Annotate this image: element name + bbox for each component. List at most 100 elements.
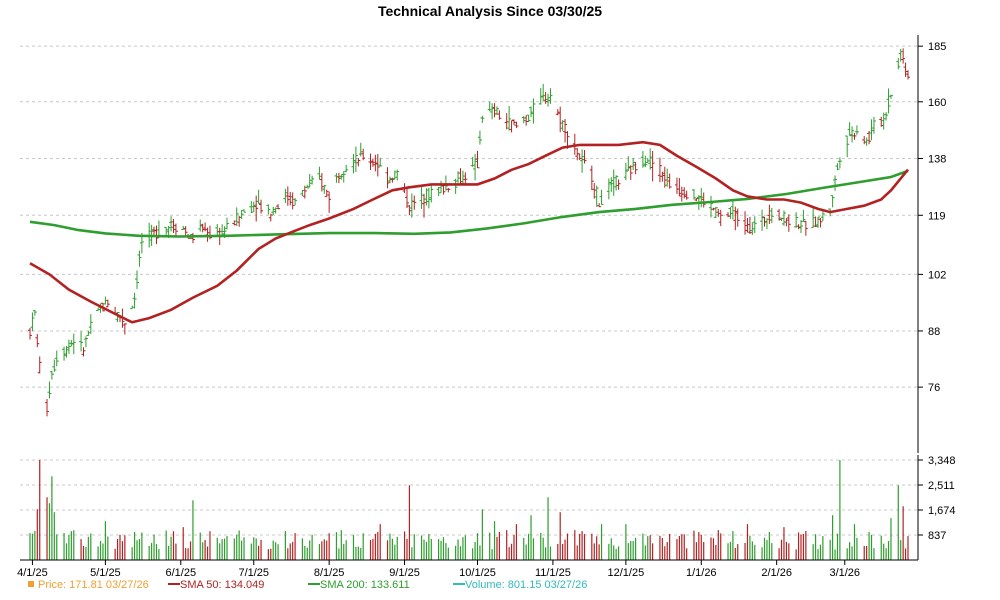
price-bar (436, 186, 441, 197)
price-bar (726, 212, 731, 218)
price-bar (45, 398, 50, 417)
price-bar (439, 180, 444, 194)
price-bar (370, 158, 375, 167)
price-bar (288, 191, 293, 206)
price-bar (614, 175, 619, 191)
price-bar (302, 185, 307, 199)
date-tick-label: 5/1/25 (90, 567, 121, 579)
price-bar (305, 184, 310, 189)
price-bar (254, 195, 259, 222)
price-bar (796, 224, 801, 230)
price-bar (203, 222, 208, 232)
price-bar (135, 270, 140, 289)
price-bar (62, 346, 67, 361)
price-bar (531, 98, 536, 124)
price-bar (361, 148, 366, 161)
chart-title: Technical Analysis Since 03/30/25 (378, 3, 602, 19)
price-bar (529, 106, 534, 118)
price-bar (424, 188, 429, 206)
price-bar (582, 149, 587, 164)
legend-label: SMA 50: 134.049 (180, 579, 264, 591)
price-bar (392, 170, 397, 180)
price-bar (385, 167, 390, 189)
price-bar (103, 296, 108, 305)
price-bar (290, 192, 295, 210)
price-bar (200, 223, 205, 233)
price-axis-ticks: 76 88 102 119 138 160 185 (918, 41, 946, 394)
price-bar (470, 156, 475, 167)
price-bar (592, 183, 597, 199)
price-bar (611, 169, 616, 196)
date-tick-label: 3/1/26 (829, 567, 860, 579)
price-bar (86, 330, 91, 336)
price-bar (497, 110, 502, 120)
price-bar (460, 170, 465, 186)
price-bar (679, 186, 684, 202)
price-tick-label: 119 (928, 210, 946, 222)
price-bar (767, 204, 772, 225)
price-bar (781, 210, 786, 226)
price-bar (66, 339, 71, 354)
price-bar (597, 203, 602, 208)
price-bar (504, 113, 509, 130)
price-bar (643, 155, 648, 168)
price-bar (490, 103, 495, 120)
volume-tick-label: 1,674 (928, 505, 956, 517)
date-tick-label: 7/1/25 (238, 567, 269, 579)
price-bar (132, 292, 137, 309)
price-bar (307, 174, 312, 188)
price-bar (609, 177, 614, 192)
date-axis-ticks: 4/1/25 5/1/25 6/1/25 7/1/25 8/1/25 9/1/25 10/1… (17, 560, 860, 579)
price-bar (633, 161, 638, 175)
price-bar (560, 120, 565, 131)
price-bar (769, 207, 774, 224)
price-bar (735, 208, 740, 227)
price-gridlines (20, 45, 918, 388)
price-bar (71, 333, 76, 355)
date-tick-label: 10/1/25 (459, 567, 496, 579)
price-bar (480, 115, 485, 123)
price-bar (589, 165, 594, 191)
price-bar (271, 206, 276, 215)
volume-tick-label: 837 (928, 530, 946, 542)
price-bar (864, 137, 869, 146)
price-bar (477, 130, 482, 145)
price-bar (623, 162, 628, 181)
price-bar (509, 120, 514, 133)
price-bar (713, 206, 718, 218)
date-tick-label: 1/1/26 (686, 567, 717, 579)
price-bar (830, 195, 835, 208)
price-bar (718, 209, 723, 227)
volume-tick-label: 3,348 (928, 455, 956, 467)
price-bar (198, 219, 203, 232)
price-bar (750, 222, 755, 235)
price-bar (407, 205, 412, 216)
price-bar (886, 88, 891, 114)
price-bar (507, 105, 512, 131)
price-bar (760, 209, 765, 231)
price-bar (538, 88, 543, 105)
price-bar (492, 103, 497, 118)
price-bar (234, 207, 239, 227)
price-bar (850, 126, 855, 143)
price-bar (453, 178, 458, 195)
price-bar (456, 171, 461, 183)
price-bar (266, 204, 271, 215)
price-bar (847, 122, 852, 137)
price-bar (368, 153, 373, 170)
date-tick-label: 6/1/25 (165, 567, 196, 579)
price-bar (631, 157, 636, 170)
price-bar (694, 198, 699, 202)
price-bar (896, 58, 901, 70)
price-bar (580, 149, 585, 173)
price-bar (251, 201, 256, 212)
price-bar (54, 350, 59, 367)
price-bar (871, 117, 876, 134)
price-bar (563, 118, 568, 143)
price-bar (867, 130, 872, 145)
price-bar (395, 169, 400, 181)
price-bar (419, 186, 424, 209)
price-bar (96, 307, 101, 312)
price-bar (801, 209, 806, 222)
price-bar (225, 217, 230, 230)
